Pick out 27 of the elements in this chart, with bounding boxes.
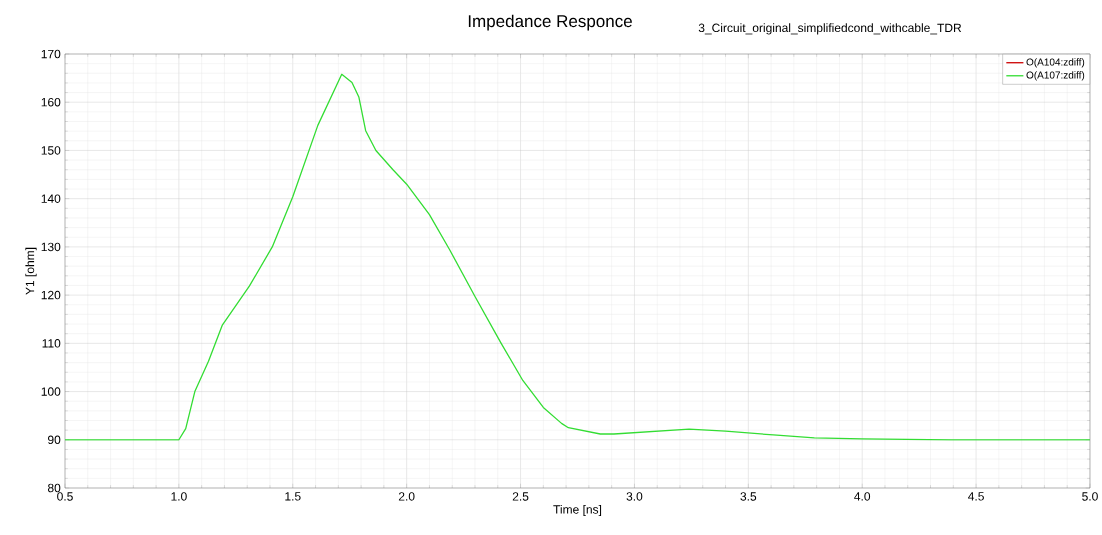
y-axis-title: Y1 [ohm] <box>25 247 37 295</box>
y-tick-label: 120 <box>41 290 61 300</box>
legend-label: O(A107:zdiff) <box>1026 71 1085 81</box>
x-tick-label: 2.5 <box>512 492 529 501</box>
x-axis-title: Time [ns] <box>553 504 602 517</box>
y-tick-label: 80 <box>47 483 61 493</box>
y-tick-label: 90 <box>48 435 61 445</box>
y-tick-label: 170 <box>41 49 61 59</box>
y-tick-label: 110 <box>42 339 61 348</box>
y-tick-label: 160 <box>41 97 61 107</box>
chart-subtitle: 3_Circuit_original_simplifiedcond_withcable_TDR <box>698 23 962 35</box>
x-tick-label: 1.5 <box>285 492 301 501</box>
y-tick-label: 130 <box>41 242 61 252</box>
x-tick-label: 4.5 <box>968 492 984 501</box>
legend-label: O(A104:zdiff) <box>1026 58 1085 68</box>
x-tick-label: 1.0 <box>171 492 187 501</box>
y-tick-label: 140 <box>41 194 61 203</box>
line-series <box>65 73 1090 441</box>
y-tick-label: 150 <box>41 146 61 155</box>
x-tick-label: 3.5 <box>740 492 757 501</box>
chart-title: Impedance Responce <box>468 14 632 31</box>
y-tick-label: 100 <box>41 387 61 396</box>
x-tick-label: 3.0 <box>626 492 643 501</box>
x-tick-label: 4.0 <box>854 492 871 501</box>
x-tick-label: 0.5 <box>57 492 73 501</box>
x-tick-label: 2.0 <box>398 492 415 501</box>
x-tick-label: 5.0 <box>1082 492 1098 501</box>
